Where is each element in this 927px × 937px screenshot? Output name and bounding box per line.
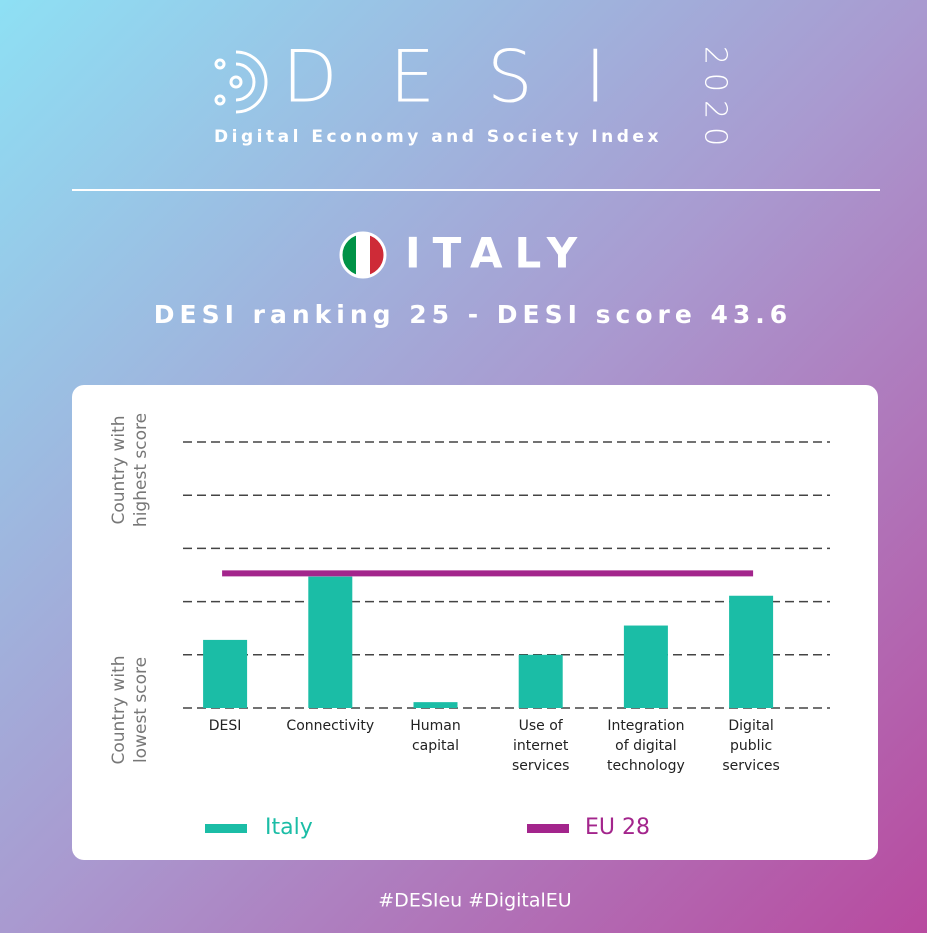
page: DESI Digital Economy and Society Index 2… [0, 0, 927, 933]
bar [414, 702, 458, 708]
bar [729, 596, 773, 708]
footer: #DESIeu #DigitalEU [378, 890, 571, 912]
bar [203, 640, 247, 708]
bar [519, 655, 563, 708]
legend-swatch [205, 824, 247, 833]
infographic: DESI Digital Economy and Society Index 2… [0, 0, 927, 933]
x-tick-label: Connectivity [286, 718, 374, 734]
legend-swatch [527, 824, 569, 833]
ranking: DESI ranking 25 - DESI score 43.6 [154, 300, 792, 329]
bar [308, 577, 352, 708]
legend-label: Italy [265, 815, 313, 840]
x-tick-label: DESI [209, 718, 242, 734]
legend-label: EU 28 [585, 815, 650, 840]
logo-text: DESI [282, 35, 658, 119]
subtitle: Digital Economy and Society Index [214, 127, 662, 147]
year: 2020 [698, 46, 733, 154]
bar [624, 626, 668, 708]
country: ITALY [405, 229, 589, 278]
